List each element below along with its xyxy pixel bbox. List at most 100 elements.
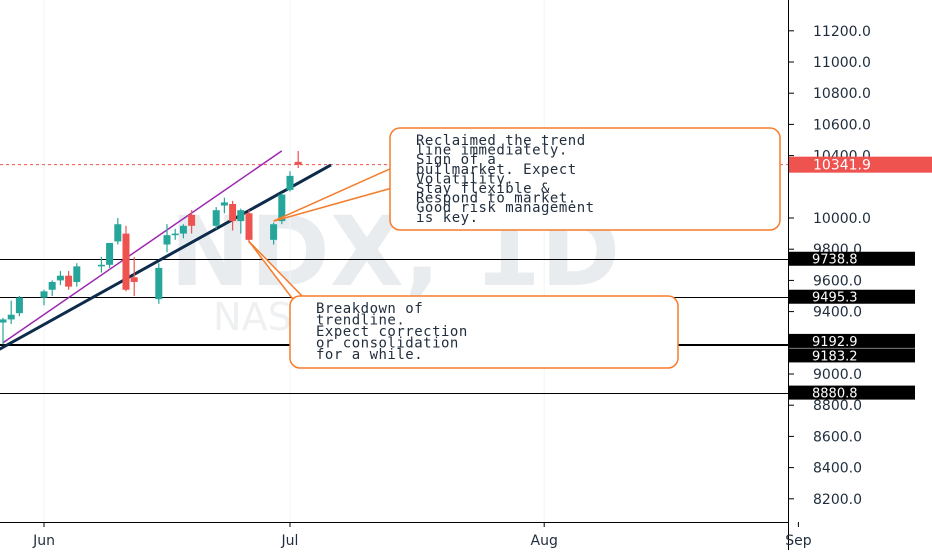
candle-body <box>73 266 81 282</box>
candle-body <box>212 210 220 226</box>
candle-body <box>220 202 228 206</box>
time-tick-label: Jun <box>32 533 55 549</box>
callout-text-line: Sign of a <box>416 152 496 168</box>
candle-body <box>56 275 64 281</box>
candle <box>245 210 253 243</box>
candle-body <box>229 203 237 222</box>
candle <box>0 317 7 345</box>
level-label-text: 9183.2 <box>812 349 858 364</box>
candle-body <box>0 319 7 323</box>
candles <box>0 150 302 345</box>
price-tick-label: 8800.0 <box>813 398 862 414</box>
level-label-text: 9495.3 <box>812 291 858 306</box>
candle <box>188 210 196 234</box>
candle <box>294 150 302 169</box>
candle <box>229 200 237 231</box>
candle-body <box>48 281 56 290</box>
current-price-label: 10341.9 <box>789 156 932 174</box>
candle-body <box>97 264 105 267</box>
candle <box>286 171 294 192</box>
candle <box>155 263 163 304</box>
callout-text-line: Stay flexible & <box>416 181 550 197</box>
price-tick-label: 11000.0 <box>813 55 871 71</box>
candle-body <box>270 224 278 240</box>
callout-text-line: Breakdown of <box>316 301 423 317</box>
price-tick-label: 8200.0 <box>813 492 862 508</box>
grid <box>43 0 545 522</box>
candle <box>114 218 122 245</box>
level-label-text: 8880.8 <box>812 387 858 402</box>
time-tick-label: Sep <box>785 533 812 549</box>
candle-body <box>106 242 114 265</box>
candle <box>65 271 73 290</box>
price-axis[interactable]: 11200.011000.010800.010600.010400.010000… <box>788 0 932 550</box>
level-label-bg <box>789 289 915 304</box>
candle-body <box>237 210 245 222</box>
price-tick-label: 10800.0 <box>813 86 871 102</box>
level-label: 9738.8 <box>789 251 915 268</box>
price-tick-label: 10000.0 <box>813 211 871 227</box>
candle-body <box>179 225 187 234</box>
price-tick-label: 11200.0 <box>813 24 871 40</box>
candle <box>97 257 105 273</box>
candle <box>73 263 81 287</box>
price-tick-label: 10600.0 <box>813 117 871 133</box>
candle-body <box>188 214 196 226</box>
callout-text-line: Reclaimed the trend <box>416 133 586 149</box>
candle <box>220 197 228 214</box>
price-tick-label: 9000.0 <box>813 367 862 383</box>
candle-body <box>286 175 294 190</box>
candle <box>7 300 15 325</box>
candle <box>15 296 23 317</box>
candle-body <box>40 291 48 298</box>
callout-1: Reclaimed the trendline immediately.Sign… <box>273 127 781 231</box>
level-label-text: 9738.8 <box>812 253 858 268</box>
candle <box>163 224 171 253</box>
level-label-text: 9192.9 <box>812 335 858 350</box>
candle-body <box>7 314 15 320</box>
callout-text-line: is key. <box>416 210 479 226</box>
candle <box>56 271 64 286</box>
trendline-channel <box>2 150 283 344</box>
candle-body <box>65 275 73 287</box>
level-label: 9495.3 <box>789 289 915 306</box>
level-label-bg <box>789 348 915 363</box>
level-label: 9192.9 <box>789 333 915 350</box>
time-axis[interactable]: Jun Jul Aug Sep <box>0 522 812 549</box>
candle <box>270 222 278 245</box>
candle-body <box>245 213 253 240</box>
candle-body <box>171 233 179 236</box>
candle-body <box>155 267 163 300</box>
callout-box <box>289 295 679 369</box>
level-label: 8880.8 <box>789 385 915 402</box>
candle <box>130 257 138 296</box>
callout-text-line: Expect correction <box>316 324 468 340</box>
callout-text-line: bullmarket. Expect <box>416 162 577 178</box>
trendlines <box>0 150 332 351</box>
price-tick-label: 8600.0 <box>813 429 862 445</box>
candle-body <box>278 194 286 222</box>
candle <box>212 207 220 229</box>
candle-body <box>163 235 171 245</box>
callout-box <box>389 127 781 231</box>
callout-text-line: trendline. <box>316 313 405 329</box>
price-tick-label: 9600.0 <box>813 273 862 289</box>
candle-body <box>122 233 130 290</box>
candle <box>40 289 48 306</box>
candle <box>106 242 114 268</box>
candle <box>179 224 187 239</box>
callout-text-line: for a while. <box>316 347 423 363</box>
price-tick-label: 9400.0 <box>813 305 862 321</box>
time-tick-label: Aug <box>531 533 558 549</box>
candle-body <box>130 277 138 282</box>
price-tick-label: 8400.0 <box>813 461 862 477</box>
current-price-text: 10341.9 <box>813 158 871 174</box>
callout-text-line: Good risk management <box>416 200 595 216</box>
candle-body <box>294 161 302 165</box>
annotations: Reclaimed the trendline immediately.Sign… <box>248 127 781 369</box>
time-tick-label: Jul <box>281 533 299 549</box>
candle-body <box>15 297 23 314</box>
